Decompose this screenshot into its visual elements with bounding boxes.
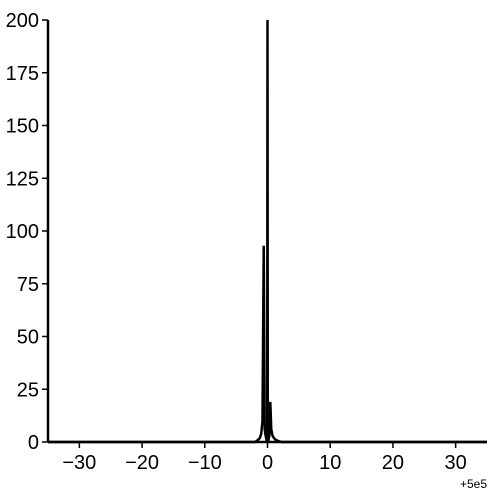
x-ticks: −30 −20 −10 0 10 20 30 (62, 442, 467, 474)
x-offset-label: +5e5 (460, 477, 487, 491)
y-tick-label: 125 (6, 168, 39, 190)
x-tick-label: 30 (445, 452, 467, 474)
x-tick-label: −30 (62, 452, 96, 474)
y-tick-label: 150 (6, 116, 39, 138)
y-tick-label: 0 (28, 432, 39, 454)
x-tick-label: 0 (262, 452, 273, 474)
y-tick-label: 175 (6, 63, 39, 85)
y-tick-label: 75 (17, 274, 39, 296)
y-tick-label: 25 (17, 379, 39, 401)
x-tick-label: −10 (188, 452, 222, 474)
x-tick-label: 10 (319, 452, 341, 474)
x-tick-label: −20 (125, 452, 159, 474)
y-tick-label: 100 (6, 221, 39, 243)
x-tick-label: 20 (382, 452, 404, 474)
y-tick-label: 200 (6, 10, 39, 32)
y-ticks: 0 25 50 75 100 125 150 175 200 (6, 10, 48, 454)
series-line (48, 19, 487, 444)
plot-area (48, 19, 487, 444)
y-tick-label: 50 (17, 327, 39, 349)
